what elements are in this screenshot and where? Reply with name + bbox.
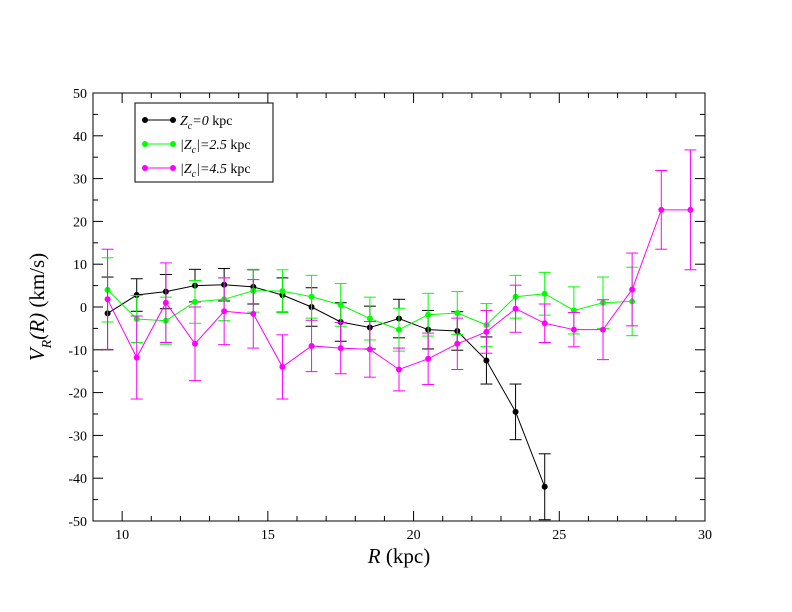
data-point <box>600 326 606 333</box>
data-point <box>133 354 140 361</box>
x-tick-label: 15 <box>261 528 275 543</box>
legend-item: Zc=0 kpc <box>142 114 232 132</box>
data-point <box>658 206 665 213</box>
data-point <box>279 363 286 370</box>
y-tick-label: -50 <box>68 515 87 530</box>
y-axis-title: VR(R) (km/s) <box>25 253 55 361</box>
series-1 <box>101 257 639 352</box>
data-point <box>337 345 344 352</box>
y-tick-label: 20 <box>73 215 87 230</box>
legend-marker <box>142 141 148 147</box>
x-tick-label: 20 <box>407 528 421 543</box>
data-point <box>454 309 461 316</box>
data-point <box>483 357 490 364</box>
y-tick-label: 40 <box>73 130 87 145</box>
y-tick-label: -30 <box>68 429 87 444</box>
y-tick-label: -40 <box>68 472 87 487</box>
data-point <box>396 326 402 333</box>
axes-ticks <box>92 92 706 522</box>
data-point <box>512 408 519 415</box>
legend-marker <box>142 117 148 123</box>
legend-items: Zc=0 kpc |Zc|=2.5 kpc |Zc|=4.5 kpc <box>142 114 251 180</box>
data-point <box>541 483 548 490</box>
legend-marker <box>170 141 176 147</box>
data-point <box>192 298 198 305</box>
y-tick-label: -20 <box>68 387 87 402</box>
data-point <box>337 301 344 308</box>
data-point <box>541 290 548 297</box>
data-point <box>162 299 169 306</box>
data-point <box>279 288 286 295</box>
y-tick-labels: -50 -40 -30 -20 -10 0 10 20 30 40 50 <box>68 87 87 530</box>
series-line <box>107 284 546 487</box>
legend-label: Zc=0 kpc <box>180 114 232 132</box>
data-point <box>512 305 519 312</box>
legend-item: |Zc|=2.5 kpc <box>142 138 251 156</box>
legend-marker <box>170 117 176 123</box>
data-point <box>221 308 228 315</box>
x-tick-label: 25 <box>552 528 566 543</box>
x-tick-label: 10 <box>115 528 129 543</box>
series-2 <box>101 149 697 400</box>
series-0 <box>101 267 551 521</box>
y-tick-label: 50 <box>73 87 87 102</box>
series-layer <box>101 149 697 521</box>
data-point <box>250 310 257 317</box>
y-tick-label: 10 <box>73 258 87 273</box>
data-point <box>308 342 315 349</box>
data-point <box>454 340 461 347</box>
legend-label: |Zc|=4.5 kpc <box>180 162 251 180</box>
data-point <box>308 293 315 300</box>
x-tick-labels: 10 15 20 25 30 <box>115 528 712 543</box>
legend-item: |Zc|=4.5 kpc <box>142 162 251 180</box>
x-axis-title: R (kpc) <box>367 544 430 568</box>
legend: Zc=0 kpc |Zc|=2.5 kpc |Zc|=4.5 kpc <box>134 102 274 183</box>
data-point <box>104 296 111 303</box>
data-point <box>396 366 402 373</box>
data-point <box>425 355 432 362</box>
data-point <box>687 206 694 213</box>
legend-label: |Zc|=2.5 kpc <box>180 138 251 156</box>
data-point <box>629 286 636 293</box>
legend-marker <box>142 165 148 171</box>
legend-box <box>134 102 274 183</box>
data-point <box>570 326 577 333</box>
data-point <box>366 346 373 353</box>
y-tick-label: 0 <box>80 301 87 316</box>
data-point <box>192 340 198 347</box>
data-point <box>483 328 490 335</box>
legend-marker <box>170 165 176 171</box>
data-point <box>570 307 577 314</box>
data-point <box>425 311 432 318</box>
data-point <box>366 315 373 322</box>
x-tick-label: 30 <box>698 528 712 543</box>
y-tick-label: 30 <box>73 173 87 188</box>
data-point <box>541 320 548 327</box>
y-tick-label: -10 <box>68 344 87 359</box>
